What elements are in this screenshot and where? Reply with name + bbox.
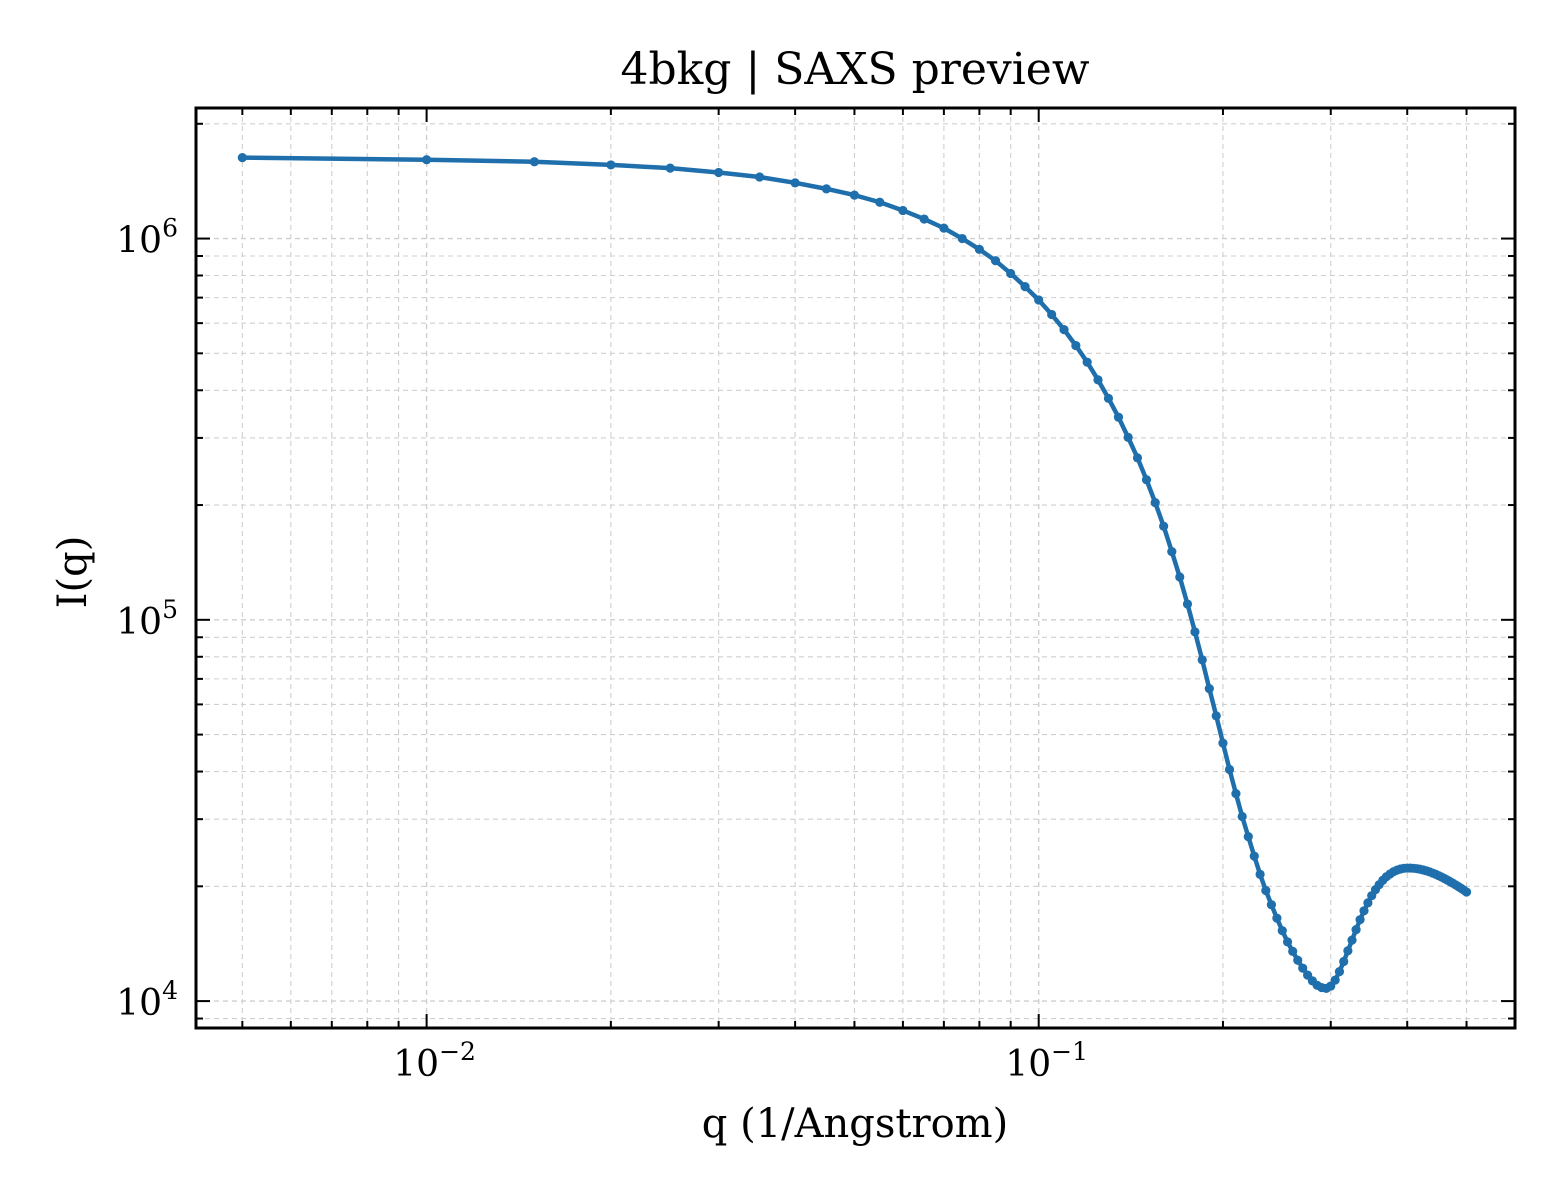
data-point — [1243, 832, 1253, 842]
data-point — [790, 178, 800, 188]
x-tick-label: 10−2 — [393, 1037, 476, 1085]
data-point — [1047, 309, 1057, 320]
data-point — [1123, 432, 1133, 442]
data-point — [1277, 926, 1287, 936]
data-point — [1218, 738, 1228, 748]
data-point — [1150, 497, 1160, 508]
plot-frame — [194, 106, 1517, 1030]
data-point — [1249, 851, 1259, 861]
data-point — [1197, 655, 1207, 665]
data-point — [606, 160, 616, 170]
data-point — [1359, 906, 1369, 916]
y-tick-label: 106 — [116, 214, 178, 262]
data-point — [755, 172, 765, 182]
data-point — [1082, 357, 1092, 367]
series-layer — [237, 153, 1472, 993]
data-point — [422, 155, 432, 165]
data-point — [1351, 924, 1361, 935]
data-point — [1288, 946, 1298, 956]
data-point — [1231, 789, 1241, 799]
data-point — [1182, 599, 1193, 609]
x-tick-label: 10−1 — [1005, 1037, 1088, 1085]
data-point — [1347, 935, 1357, 945]
data-point — [1343, 946, 1353, 956]
data-point — [1237, 811, 1247, 822]
data-point — [957, 233, 967, 244]
data-point — [1282, 937, 1293, 947]
data-point — [1113, 412, 1124, 422]
data-point — [1298, 963, 1308, 973]
data-point — [1020, 282, 1030, 292]
y-tick-label: 105 — [116, 595, 178, 643]
data-point — [898, 205, 908, 216]
tick-labels: 10−2 10−1 104 105 106 — [116, 214, 1088, 1085]
data-point — [974, 244, 984, 254]
chart-title: 4bkg | SAXS preview — [620, 44, 1089, 95]
data-point — [1190, 627, 1200, 637]
data-point — [1211, 711, 1221, 721]
data-point — [1334, 966, 1345, 977]
data-point — [1293, 955, 1303, 965]
data-point — [875, 197, 885, 207]
data-point — [1255, 869, 1265, 879]
data-point — [237, 153, 247, 163]
data-point — [1339, 956, 1349, 967]
y-tick-label: 104 — [116, 976, 178, 1024]
data-point — [1059, 325, 1069, 335]
data-point — [1159, 521, 1169, 531]
data-point — [1093, 375, 1103, 385]
data-point — [849, 190, 860, 200]
data-point — [714, 167, 724, 178]
data-point — [1355, 915, 1365, 925]
data-point — [1071, 340, 1081, 351]
data-point — [1141, 475, 1152, 485]
data-point — [1167, 546, 1177, 557]
grid-lines — [196, 108, 1515, 1028]
data-point — [1363, 898, 1373, 908]
data-point — [1261, 885, 1271, 896]
data-point — [1224, 764, 1235, 775]
data-point — [665, 163, 675, 173]
data-point — [1461, 887, 1472, 897]
data-point — [990, 256, 1001, 266]
data-point — [1103, 393, 1114, 403]
data-point — [1006, 268, 1016, 279]
data-point — [821, 184, 832, 194]
data-point — [1034, 295, 1044, 305]
data-point — [529, 157, 539, 167]
data-point — [939, 223, 949, 233]
data-point — [1175, 572, 1185, 582]
data-point — [1272, 913, 1282, 923]
data-point — [1132, 453, 1143, 463]
x-axis-label: q (1/Angstrom) — [702, 1101, 1008, 1147]
data-point — [1266, 900, 1277, 910]
data-point — [1330, 975, 1340, 985]
data-point — [1204, 684, 1214, 694]
y-axis-label: I(q) — [50, 536, 96, 609]
data-point — [919, 214, 929, 224]
